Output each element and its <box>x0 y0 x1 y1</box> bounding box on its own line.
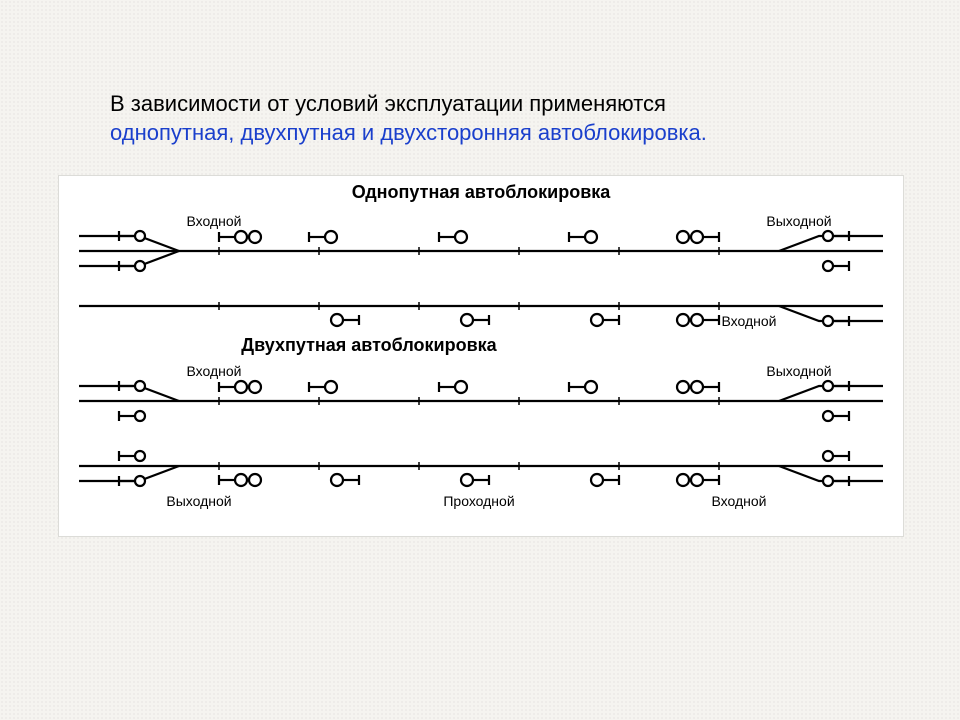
signal-head <box>585 231 597 243</box>
signal-head <box>331 474 343 486</box>
signal-head <box>325 231 337 243</box>
caption-text: В зависимости от условий эксплуатации пр… <box>110 90 850 147</box>
signal-head <box>135 231 145 241</box>
diagram-title: Однопутная автоблокировка <box>352 182 612 202</box>
signal-head <box>249 474 261 486</box>
caption-line1: В зависимости от условий эксплуатации пр… <box>110 91 666 116</box>
signal-head <box>249 231 261 243</box>
signal-head <box>691 231 703 243</box>
siding-line <box>79 386 179 401</box>
diagram-svg: Однопутная автоблокировка Двухпутная авто… <box>59 176 903 536</box>
signal-head <box>823 381 833 391</box>
signal-head <box>677 314 689 326</box>
caption-line2: однопутная, двухпутная и двухсторонняя а… <box>110 120 707 145</box>
siding-line <box>79 466 179 481</box>
signal-head <box>823 261 833 271</box>
diagram-label: Выходной <box>766 213 831 229</box>
signal-head <box>823 476 833 486</box>
signal-head <box>823 231 833 241</box>
signal-head <box>135 411 145 421</box>
siding-line <box>79 236 179 251</box>
signal-head <box>823 316 833 326</box>
signal-head <box>691 314 703 326</box>
signal-head <box>249 381 261 393</box>
signal-head <box>331 314 343 326</box>
signal-head <box>823 451 833 461</box>
signal-head <box>585 381 597 393</box>
signal-head <box>235 231 247 243</box>
signal-head <box>135 261 145 271</box>
diagram-label: Выходной <box>766 363 831 379</box>
signal-head <box>235 381 247 393</box>
diagram-label: Входной <box>186 213 241 229</box>
diagram-label: Входной <box>186 363 241 379</box>
signal-head <box>677 231 689 243</box>
signal-head <box>691 381 703 393</box>
signal-head <box>823 411 833 421</box>
signal-head <box>591 314 603 326</box>
signal-head <box>455 231 467 243</box>
signal-head <box>677 474 689 486</box>
signal-head <box>135 476 145 486</box>
signal-head <box>135 381 145 391</box>
signal-head <box>455 381 467 393</box>
signal-head <box>235 474 247 486</box>
signal-head <box>691 474 703 486</box>
signal-head <box>677 381 689 393</box>
siding-line <box>79 251 179 266</box>
signal-head <box>461 474 473 486</box>
signal-head <box>135 451 145 461</box>
diagram-label: Выходной <box>166 493 231 509</box>
diagram-title: Двухпутная автоблокировка <box>241 335 497 355</box>
diagram-label: Входной <box>711 493 766 509</box>
diagram-label: Входной <box>721 313 776 329</box>
signal-head <box>591 474 603 486</box>
diagram-label: Проходной <box>443 493 514 509</box>
signal-head <box>325 381 337 393</box>
diagram-container: Однопутная автоблокировка Двухпутная авто… <box>58 175 904 537</box>
signal-head <box>461 314 473 326</box>
